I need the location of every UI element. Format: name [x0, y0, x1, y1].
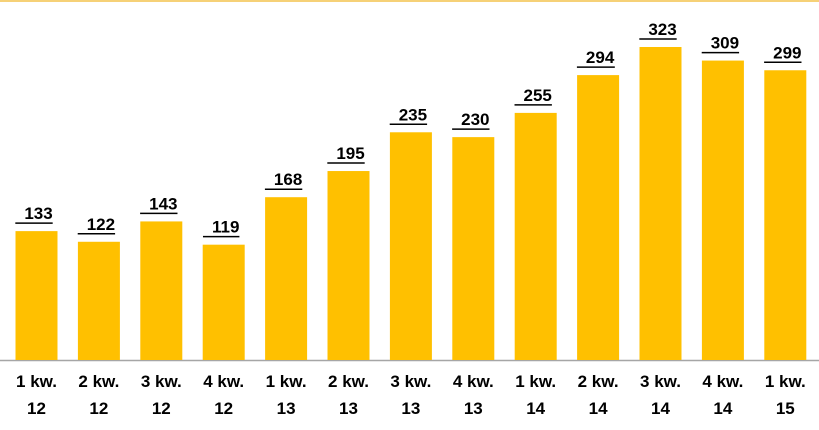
bar: [140, 221, 183, 360]
bar: [452, 137, 495, 360]
x-tick-label: 1 kw. 13: [265, 372, 307, 418]
value-label: 294: [586, 48, 615, 67]
value-label: 309: [711, 34, 739, 53]
value-label: 235: [399, 105, 427, 124]
x-tick-label: 2 kw. 12: [78, 372, 120, 418]
x-tick-label: 4 kw. 13: [452, 372, 494, 418]
bar: [265, 197, 308, 360]
x-tick-label: 3 kw. 12: [140, 372, 182, 418]
value-label: 119: [212, 218, 239, 237]
value-label: 299: [773, 43, 801, 62]
value-label: 195: [336, 144, 364, 163]
bar: [202, 244, 245, 360]
value-label: 143: [149, 194, 177, 213]
bar: [701, 60, 744, 361]
x-tick-label: 1 kw. 14: [515, 372, 557, 418]
bar: [577, 75, 620, 360]
x-tick-label: 3 kw. 14: [640, 372, 681, 418]
value-label: 230: [461, 110, 489, 129]
x-tick-label: 2 kw. 13: [328, 372, 369, 418]
x-tick-label: 1 kw. 12: [16, 372, 57, 418]
x-tick-label: 4 kw. 12: [203, 372, 245, 418]
value-label: 168: [274, 170, 302, 189]
value-label: 122: [87, 215, 115, 234]
bar: [639, 47, 682, 360]
bar: [15, 231, 58, 360]
value-label: 133: [24, 204, 52, 223]
bar: [764, 70, 807, 361]
value-label: 323: [648, 20, 676, 39]
bar: [389, 132, 432, 360]
x-tick-label: 1 kw. 15: [764, 372, 806, 418]
bar: [327, 171, 370, 360]
x-tick-label: 3 kw. 13: [390, 372, 432, 418]
bar: [77, 241, 120, 360]
bar: [514, 112, 557, 360]
x-tick-label: 2 kw. 14: [577, 372, 619, 418]
value-label: 255: [524, 86, 552, 105]
x-tick-label: 4 kw. 14: [702, 372, 744, 418]
